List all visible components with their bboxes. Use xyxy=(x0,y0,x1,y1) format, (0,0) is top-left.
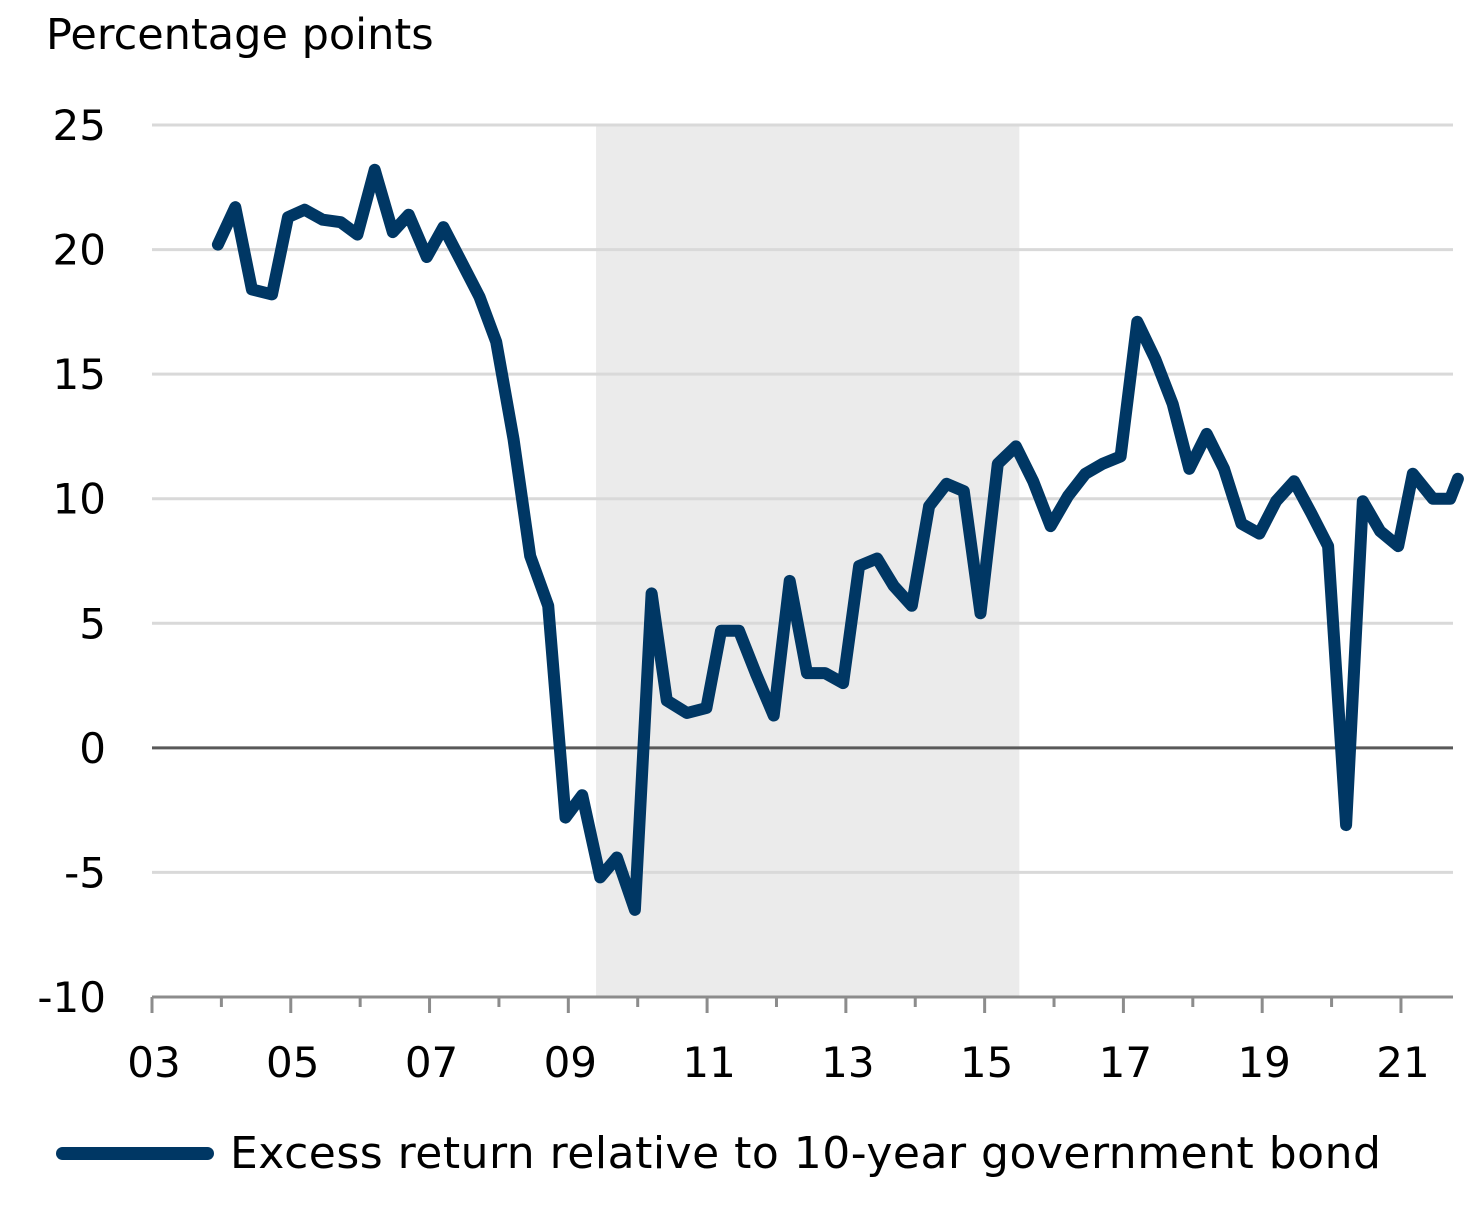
x-tick-label: 17 xyxy=(1099,1038,1152,1087)
y-tick-label: 10 xyxy=(53,475,106,524)
y-tick-label: -10 xyxy=(37,973,106,1022)
legend-label: Excess return relative to 10-year govern… xyxy=(230,1128,1382,1179)
y-tick-label: 25 xyxy=(53,101,106,150)
x-tick-label: 09 xyxy=(544,1038,597,1087)
shaded-period xyxy=(596,125,1020,997)
x-tick-label: 21 xyxy=(1376,1038,1429,1087)
x-tick-label: 15 xyxy=(960,1038,1013,1087)
x-tick-label: 07 xyxy=(405,1038,458,1087)
y-tick-label: 0 xyxy=(79,724,106,773)
y-tick-label: 20 xyxy=(53,226,106,275)
x-tick-label: 13 xyxy=(821,1038,874,1087)
legend-swatch xyxy=(56,1147,214,1160)
y-tick-label: 15 xyxy=(53,350,106,399)
legend: Excess return relative to 10-year govern… xyxy=(56,1128,1381,1179)
x-tick-label: 03 xyxy=(127,1038,180,1087)
y-tick-label: -5 xyxy=(64,848,106,897)
x-tick-label: 11 xyxy=(682,1038,735,1087)
y-axis-title: Percentage points xyxy=(46,10,434,60)
y-tick-label: 5 xyxy=(79,599,106,648)
x-tick-label: 05 xyxy=(266,1038,319,1087)
x-tick-label: 19 xyxy=(1237,1038,1290,1087)
